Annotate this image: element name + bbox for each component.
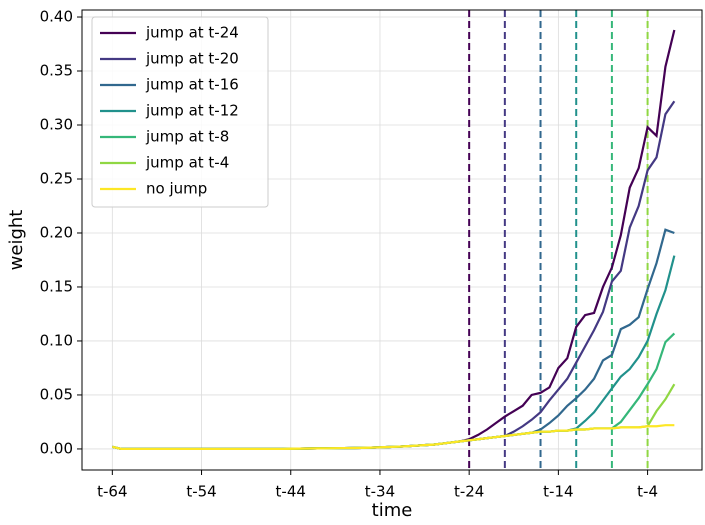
y-tick-label: 0.20 [40,223,73,241]
y-tick-label: 0.30 [40,116,73,134]
series-line [112,255,676,451]
x-tick-label: t-54 [186,483,216,501]
x-tick-label: t-4 [637,483,658,501]
legend-label: jump at t-8 [145,128,229,146]
series-line [112,332,676,451]
y-tick-label: 0.35 [40,62,73,80]
legend-box [91,16,269,208]
y-tick-label: 0.40 [40,8,73,26]
x-tick-label: t-14 [543,483,573,501]
plot-frame [81,9,703,471]
y-tick-label: 0.25 [40,169,73,187]
y-tick-label: 0.00 [40,439,73,457]
y-tick-label: 0.05 [40,385,73,403]
y-tick-label: 0.10 [40,331,73,349]
x-tick-label: t-24 [454,483,484,501]
y-axis-label: weight [6,210,27,271]
legend-label: jump at t-20 [145,50,239,68]
legend-label: jump at t-12 [145,102,239,120]
legend-label: no jump [146,180,207,198]
x-tick-label: t-44 [276,483,306,501]
legend-label: jump at t-4 [145,154,229,172]
x-tick-label: t-34 [365,483,395,501]
y-tick-label: 0.15 [40,277,73,295]
x-axis-label: time [372,500,413,521]
legend-label: jump at t-24 [145,24,239,42]
x-tick-label: t-64 [97,483,127,501]
series-line [112,424,675,451]
legend-label: jump at t-16 [145,76,239,94]
